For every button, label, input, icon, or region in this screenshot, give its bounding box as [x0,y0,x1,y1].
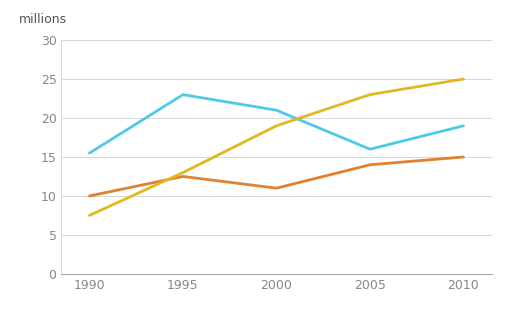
Text: millions: millions [18,13,67,26]
